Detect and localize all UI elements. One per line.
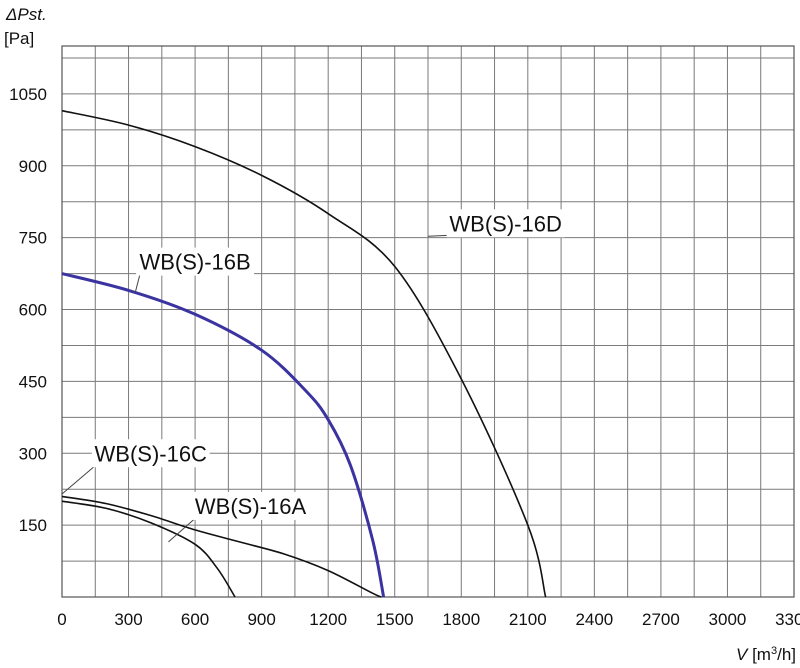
plot-frame [61,45,795,598]
x-tick-label: 2100 [509,610,547,629]
curve-annotations: WB(S)-16D WB(S)-16B WB(S)-16C WB(S)-16A [61,209,565,543]
label-background-wb-s-16c [91,439,210,468]
y-tick-label: 450 [19,372,47,391]
label-background-wb-s-16a [191,491,310,520]
x-tick-label: 0 [57,610,66,629]
x-axis-ticks: 0 300 600 900 1200 1500 1800 2100 2400 2700 3000 33… [57,610,800,629]
x-tick-label: 1800 [442,610,480,629]
leader-line-wb-s-16b [134,273,141,293]
y-tick-label: 600 [19,301,47,320]
x-tick-label: 1200 [309,610,347,629]
leader-line-wb-s-16c [61,464,97,495]
x-tick-label: 2700 [642,610,680,629]
curve-wb-s-16b [61,272,386,598]
performance-curves [61,109,547,598]
label-wb-s-16a: WB(S)-16A [195,494,307,519]
x-axis-symbol: V [736,645,749,664]
y-tick-label: 900 [19,157,47,176]
grid [61,45,795,598]
curve-wb-s-16c [61,495,382,598]
curve-wb-s-16a [61,500,236,598]
x-tick-label: 1500 [376,610,414,629]
x-axis-unit-post: /h] [777,645,796,664]
y-tick-label: 300 [19,444,47,463]
label-wb-s-16c: WB(S)-16C [95,441,208,466]
x-tick-label: 900 [247,610,275,629]
y-axis-title: ΔPst. [5,5,47,24]
x-axis-title: V [m3/h] [736,645,796,664]
x-tick-label: 3000 [709,610,747,629]
x-axis-unit-sup: 3 [771,645,777,657]
y-axis-unit: [Pa] [4,29,34,48]
y-tick-label: 750 [19,229,47,248]
leader-line-wb-s-16a [168,517,196,543]
label-background-wb-s-16b [136,247,255,276]
curve-wb-s-16d [61,109,547,598]
x-axis-unit-pre: [m [747,645,771,664]
y-tick-label: 150 [19,516,47,535]
y-tick-label: 1050 [9,85,47,104]
label-wb-s-16b: WB(S)-16B [139,250,250,275]
x-tick-label: 300 [114,610,142,629]
x-tick-label: 2400 [575,610,613,629]
label-wb-s-16d: WB(S)-16D [449,211,561,236]
x-tick-label: 600 [181,610,209,629]
x-tick-label: 3300 [775,610,800,629]
label-background-wb-s-16d [446,209,565,238]
y-axis-ticks: 150 300 450 600 750 900 1050 [9,85,47,535]
